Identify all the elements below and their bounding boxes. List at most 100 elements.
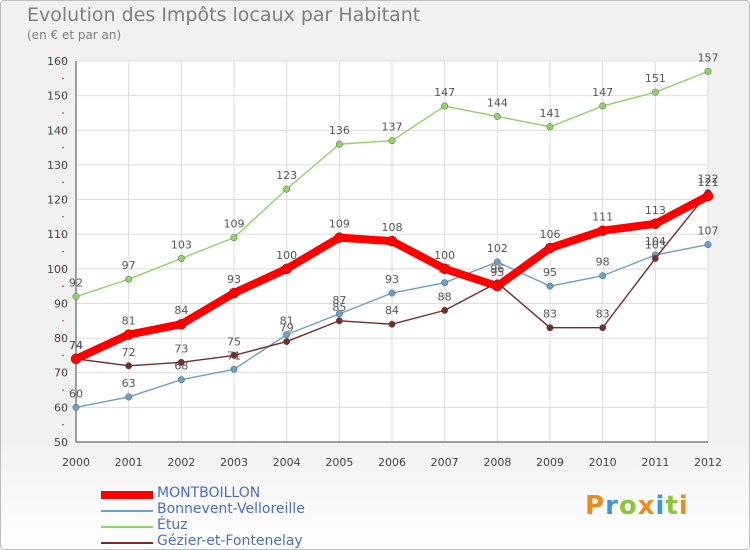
data-label: 137 <box>382 121 403 134</box>
x-tick-label: 2001 <box>115 456 143 469</box>
logo-letter: x <box>637 491 656 521</box>
x-tick-label: 2007 <box>431 456 459 469</box>
data-point <box>283 185 291 193</box>
data-label: 102 <box>487 242 508 255</box>
y-tick-label: 70 <box>54 367 68 380</box>
data-label: 74 <box>69 339 83 352</box>
data-label: 122 <box>698 173 719 186</box>
data-label: 84 <box>385 304 399 317</box>
data-label: 85 <box>332 301 346 314</box>
x-tick-label: 2010 <box>589 456 617 469</box>
x-tick-label: 2003 <box>220 456 248 469</box>
data-label: 84 <box>174 304 188 317</box>
data-point <box>72 293 80 300</box>
data-point <box>335 310 343 318</box>
data-point <box>439 263 450 275</box>
data-label: 93 <box>385 273 399 286</box>
x-tick-label: 2012 <box>694 456 722 469</box>
data-label: 98 <box>596 256 610 269</box>
x-tick-label: 2009 <box>536 456 564 469</box>
data-label: 103 <box>645 238 666 251</box>
data-point <box>123 329 134 340</box>
x-tick-label: 2002 <box>167 456 195 469</box>
proxiti-logo: Proxiti <box>585 491 689 521</box>
data-point <box>230 234 238 242</box>
data-label: 83 <box>596 308 610 321</box>
data-label: 75 <box>227 335 241 348</box>
legend-swatch <box>101 542 153 544</box>
legend-swatch <box>101 491 153 499</box>
data-label: 106 <box>540 228 561 241</box>
data-label: 147 <box>434 86 455 99</box>
data-point <box>125 275 133 283</box>
data-point <box>702 190 714 202</box>
data-point <box>441 279 449 287</box>
y-tick-label: 130 <box>47 159 68 172</box>
data-label: 74 <box>69 339 83 352</box>
data-point <box>493 112 501 120</box>
y-tick-label: 110 <box>47 228 68 241</box>
data-point <box>546 282 554 290</box>
y-tick-label: 100 <box>47 263 68 276</box>
data-label: 123 <box>276 169 297 182</box>
data-point <box>281 263 292 275</box>
legend-label: MONTBOILLON <box>157 485 261 501</box>
data-label: 100 <box>276 249 297 262</box>
y-tick-label: 50 <box>54 436 68 449</box>
x-tick-label: 2008 <box>483 456 511 469</box>
legend-swatch <box>101 510 153 512</box>
y-tick-label: 90 <box>54 297 68 310</box>
data-point <box>177 254 185 262</box>
chart-title: Evolution des Impôts locaux par Habitant <box>27 4 421 26</box>
data-label: 95 <box>543 266 557 279</box>
data-label: 97 <box>122 259 136 272</box>
y-tick-label: 120 <box>47 194 68 207</box>
data-point <box>388 289 396 297</box>
y-tick-label: 80 <box>54 332 68 345</box>
data-label: 81 <box>122 315 136 328</box>
data-point <box>493 258 501 266</box>
data-label: 144 <box>487 96 508 109</box>
data-label: 100 <box>434 249 455 262</box>
data-label: 157 <box>698 51 719 64</box>
legend-label: Bonnevent-Velloreille <box>157 501 305 517</box>
y-tick-label: 150 <box>47 90 68 103</box>
x-tick-label: 2004 <box>273 456 301 469</box>
data-point <box>228 287 240 299</box>
data-point <box>651 254 659 262</box>
data-label: 81 <box>280 315 294 328</box>
data-label: 103 <box>171 238 192 251</box>
data-label: 63 <box>122 377 136 390</box>
legend-swatch <box>101 526 153 528</box>
data-point <box>650 218 661 230</box>
data-label: 88 <box>438 290 452 303</box>
data-label: 111 <box>592 211 613 224</box>
data-point <box>599 272 607 280</box>
data-label: 151 <box>645 72 666 85</box>
x-tick-label: 2011 <box>641 456 669 469</box>
data-label: 113 <box>645 204 666 217</box>
data-point <box>177 358 185 366</box>
y-tick-label: 160 <box>47 55 68 68</box>
data-point <box>72 403 80 411</box>
data-label: 83 <box>543 308 557 321</box>
data-point <box>599 102 607 110</box>
data-point <box>388 137 396 145</box>
data-point <box>176 318 187 330</box>
y-tick-label: 60 <box>54 401 68 414</box>
data-point <box>177 376 185 384</box>
x-tick-label: 2005 <box>325 456 353 469</box>
data-point <box>492 280 503 292</box>
logo-letter: i <box>678 491 689 521</box>
data-point <box>441 306 449 314</box>
logo-letter: P <box>585 491 606 521</box>
data-point <box>546 123 554 131</box>
logo-letter: o <box>618 491 638 521</box>
legend-label: Étuz <box>157 517 188 533</box>
data-point <box>230 351 238 359</box>
data-label: 96 <box>490 263 504 276</box>
data-label: 72 <box>122 346 136 359</box>
data-label: 108 <box>382 221 403 234</box>
data-label: 87 <box>332 294 346 307</box>
